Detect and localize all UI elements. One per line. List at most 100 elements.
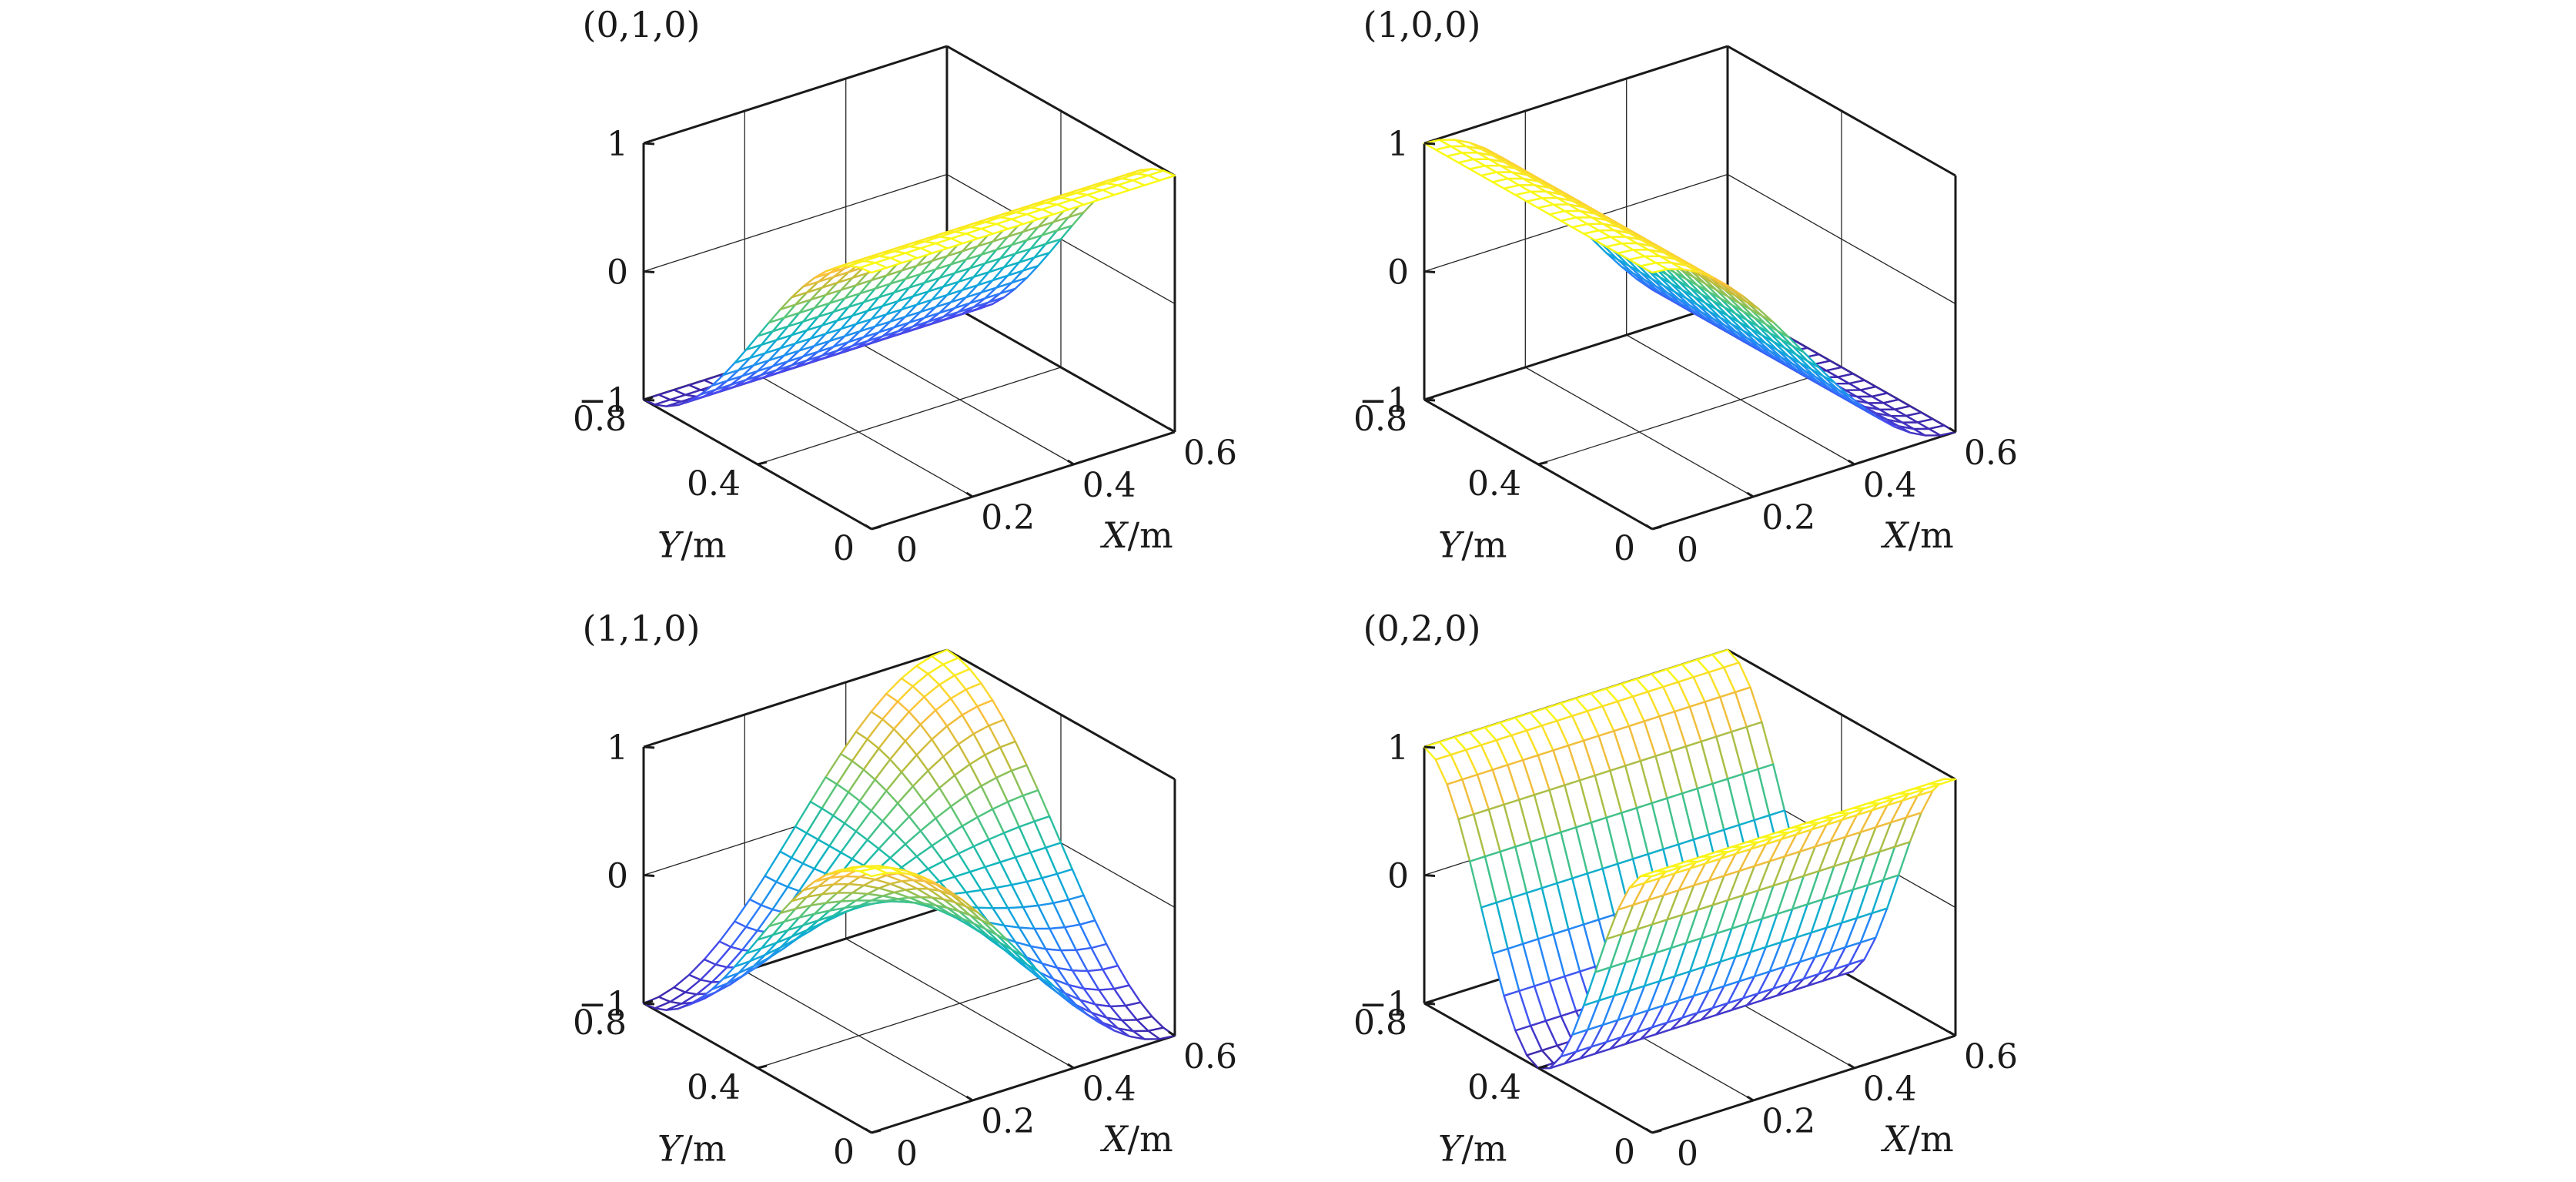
x-tick-mark [1645, 1127, 1653, 1134]
y-tick-mark [643, 396, 654, 401]
surface-mesh [642, 168, 1176, 407]
chart-title: (0,2,0) [1363, 608, 1481, 649]
y-tick-label: 0.8 [1353, 400, 1407, 439]
y-tick-label: 0 [1614, 529, 1635, 568]
x-tick-label: 0.2 [1761, 498, 1815, 537]
axis-edge [946, 45, 1176, 177]
x-tick-mark [865, 1127, 872, 1134]
x-tick-label: 0.4 [1082, 466, 1136, 505]
y-axis-label: Y/m [1438, 524, 1507, 565]
x-tick-label: 0 [896, 531, 918, 570]
grid-line [757, 970, 1062, 1069]
z-tick-label: 1 [607, 728, 628, 768]
x-tick-mark [965, 491, 974, 498]
axis-edge [946, 301, 1176, 434]
y-tick-label: 0 [833, 1133, 855, 1172]
axis-edge [1423, 45, 1728, 145]
x-tick-label: 0.2 [981, 498, 1035, 537]
y-tick-label: 0.4 [687, 464, 741, 504]
x-axis-label: X/m [1881, 1118, 1954, 1160]
axis-edge [1423, 301, 1728, 401]
x-tick-mark [965, 1095, 974, 1102]
y-tick-label: 0.4 [1467, 464, 1521, 504]
y-tick-label: 0 [833, 529, 855, 568]
x-tick-mark [1949, 1030, 1956, 1037]
axis-edge [643, 648, 948, 748]
grid-line [1727, 173, 1956, 305]
x-tick-mark [1746, 491, 1755, 498]
x-tick-mark [1746, 1095, 1755, 1102]
y-tick-label: 0 [1614, 1133, 1635, 1172]
z-tick-label: −1 [578, 985, 628, 1024]
x-tick-label: 0.6 [1183, 434, 1237, 473]
z-tick-mark [643, 745, 655, 749]
z-tick-label: 0 [1387, 253, 1409, 293]
z-tick-label: −1 [1359, 985, 1409, 1024]
z-tick-mark [643, 142, 655, 146]
surface-cell [858, 262, 888, 274]
x-tick-label: 0.2 [1761, 1102, 1815, 1141]
surface-plot-2: −1 0 1 0 0.2 0.4 0.6 0 0.4 0.8 X/m Y/m (1,0,0) [1353, 4, 2018, 570]
y-tick-label: 0.4 [1467, 1068, 1521, 1107]
z-tick-mark [1423, 270, 1436, 273]
surface-mesh [642, 648, 1176, 1040]
axis-edge [946, 648, 1176, 781]
x-tick-label: 0.6 [1964, 434, 2018, 473]
surface-plot-1: −1 0 1 0 0.2 0.4 0.6 0 0.4 0.8 X/m Y/m (0,1,0) [573, 4, 1237, 570]
chart-title: (1,1,0) [583, 608, 701, 649]
z-tick-label: −1 [578, 381, 628, 420]
y-tick-mark [1423, 396, 1434, 401]
x-tick-mark [1066, 1063, 1075, 1070]
y-tick-mark [871, 1129, 882, 1134]
surface-plot-4: −1 0 1 0 0.2 0.4 0.6 0 0.4 0.8 X/m Y/m (0,2,0) [1353, 608, 2018, 1174]
x-tick-mark [865, 524, 872, 531]
y-tick-mark [1651, 525, 1662, 531]
y-axis-label: Y/m [657, 524, 727, 565]
x-tick-label: 0.2 [981, 1102, 1035, 1141]
x-axis-label: X/m [1100, 1118, 1173, 1160]
axis-edge [643, 45, 948, 145]
y-tick-mark [1537, 1064, 1548, 1070]
x-tick-label: 0.4 [1863, 1070, 1917, 1109]
x-tick-label: 0.6 [1964, 1037, 2018, 1077]
axis-edge [871, 430, 1176, 531]
z-tick-mark [1423, 745, 1436, 749]
x-tick-label: 0 [896, 1134, 918, 1174]
axis-edge [1727, 648, 1956, 781]
axis-edge [871, 1034, 1176, 1134]
x-tick-mark [1066, 459, 1075, 466]
x-tick-label: 0 [1677, 1134, 1698, 1174]
x-tick-mark [1168, 1030, 1176, 1037]
axis-edge [1727, 45, 1956, 177]
z-tick-label: 0 [607, 253, 628, 293]
y-tick-label: 0.8 [1353, 1003, 1407, 1043]
x-axis-label: X/m [1100, 514, 1173, 556]
axis-edge [1651, 430, 1956, 531]
axis-edge [1651, 1034, 1956, 1134]
surface-cell [1639, 870, 1668, 878]
y-tick-mark [757, 460, 768, 466]
x-axis-label: X/m [1881, 514, 1954, 556]
z-tick-label: 1 [1387, 125, 1409, 164]
y-tick-label: 0.8 [573, 1003, 627, 1043]
x-tick-label: 0.6 [1183, 1037, 1237, 1077]
surface-cell [1639, 262, 1668, 274]
x-tick-mark [1949, 427, 1956, 434]
chart-title: (1,0,0) [1363, 4, 1481, 45]
y-tick-mark [1537, 460, 1548, 466]
x-tick-mark [1847, 459, 1855, 466]
y-tick-mark [871, 525, 882, 531]
x-tick-mark [1847, 1063, 1855, 1070]
z-tick-label: 0 [1387, 857, 1409, 896]
x-tick-label: 0.4 [1082, 1070, 1136, 1109]
y-tick-label: 0.8 [573, 400, 627, 439]
z-tick-label: −1 [1359, 381, 1409, 420]
grid-line [643, 173, 948, 273]
y-tick-label: 0.4 [687, 1068, 741, 1107]
surface-mesh [1423, 139, 1957, 437]
x-tick-label: 0.4 [1863, 466, 1917, 505]
z-tick-label: 1 [1387, 728, 1409, 768]
z-tick-mark [1423, 142, 1436, 146]
surface-plot-3: −1 0 1 0 0.2 0.4 0.6 0 0.4 0.8 X/m Y/m (1,1,0) [573, 608, 1237, 1174]
